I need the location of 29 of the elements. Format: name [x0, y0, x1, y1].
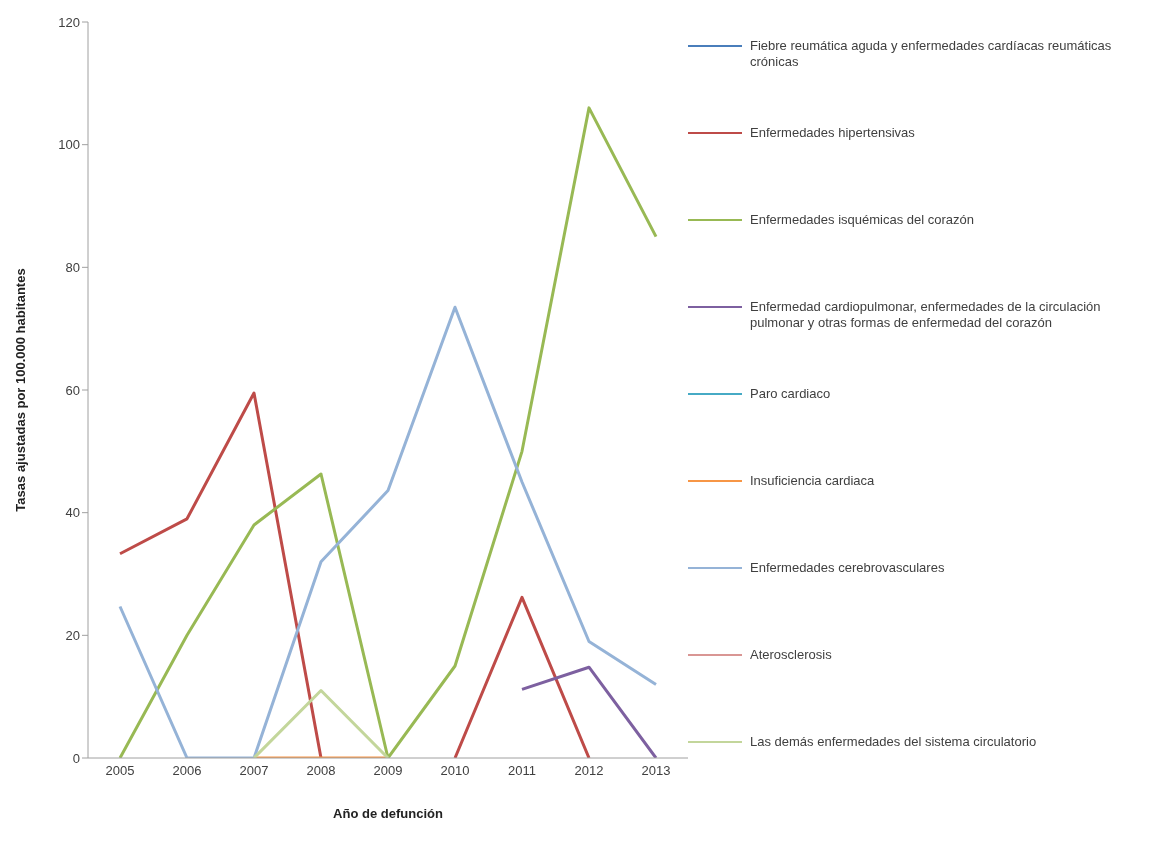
legend-label: Enfermedades hipertensivas — [750, 125, 915, 141]
legend-label: Enfermedades cerebrovasculares — [750, 560, 945, 576]
y-tick-label: 20 — [65, 627, 80, 643]
legend-label: Insuficiencia cardiaca — [750, 473, 875, 489]
y-tick-label: 100 — [58, 137, 80, 153]
x-tick-label: 2008 — [306, 763, 336, 779]
y-tick-label: 120 — [58, 14, 80, 30]
x-tick-label: 2007 — [239, 763, 269, 779]
x-tick-label: 2012 — [574, 763, 604, 779]
line-series — [118, 305, 658, 758]
legend-label: Fiebre reumática aguda y enfermedades cardíacas reumáticas crónicas — [750, 38, 1113, 70]
legend-label: Aterosclerosis — [750, 647, 832, 663]
line-series — [118, 106, 658, 758]
x-tick-label: 2006 — [172, 763, 202, 779]
x-tick-label: 2013 — [641, 763, 671, 779]
y-tick-label: 60 — [65, 382, 80, 398]
legend-label: Paro cardiaco — [750, 386, 831, 402]
x-axis-title: Año de defunción — [333, 806, 443, 821]
legend-label: Las demás enfermedades del sistema circulatorio — [750, 734, 1037, 750]
y-tick-label: 0 — [72, 750, 80, 766]
legend-label: Enfermedades isquémicas del corazón — [750, 212, 975, 228]
x-tick-label: 2011 — [508, 763, 536, 779]
y-tick-label: 40 — [65, 505, 80, 521]
x-tick-label: 2005 — [105, 763, 135, 779]
x-tick-label: 2009 — [373, 763, 403, 779]
y-tick-label: 80 — [65, 259, 80, 275]
y-axis-title: Tasas ajustadas por 100.000 habitantes — [12, 268, 28, 512]
x-tick-label: 2010 — [440, 763, 470, 779]
legend-label: Enfermedad cardiopulmonar, enfermedades de la circulación pulmonar y otras formas de enfermedad del corazón — [750, 299, 1102, 331]
